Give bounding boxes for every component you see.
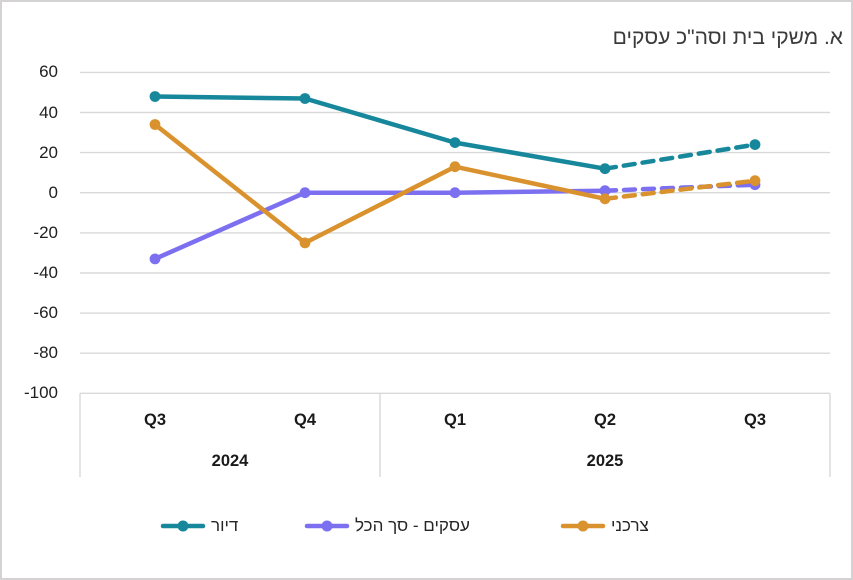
legend-marker-line-dot-icon (160, 520, 206, 532)
legend-marker-line-dot-icon (304, 520, 350, 532)
y-axis-tick-label: 0 (48, 182, 58, 202)
y-axis-tick-label: -80 (33, 343, 58, 363)
x-axis-quarter-label: Q4 (293, 411, 316, 429)
x-axis-quarter-label: Q3 (143, 411, 166, 429)
x-axis-year-label: 2025 (586, 452, 624, 470)
y-axis-tick-label: -20 (33, 222, 58, 242)
y-axis-tick-label: -60 (33, 303, 58, 323)
legend-label: דיור (211, 516, 239, 535)
legend-marker-line-dot-icon (560, 520, 606, 532)
chart-title: א. משקי בית וסה"כ עסקים (612, 26, 843, 49)
x-axis-quarter-label: Q2 (593, 411, 616, 429)
x-axis-quarter-label: Q1 (443, 411, 466, 429)
y-axis-tick-label: -40 (33, 263, 58, 282)
legend-label: עסקים - סך הכל (355, 516, 470, 535)
x-axis-quarter-label: Q3 (743, 411, 766, 429)
y-axis-tick-label: -100 (23, 383, 58, 403)
x-axis-year-label: 2024 (211, 452, 249, 470)
legend-label: צרכני (611, 516, 649, 535)
y-axis-tick-label: 60 (39, 62, 58, 82)
legend-item-diur: דיור (160, 515, 238, 537)
legend-item-tzarhani: צרכני (560, 515, 649, 537)
y-axis-tick-label: 20 (39, 142, 58, 162)
y-axis-tick-label: 40 (39, 102, 58, 122)
legend-item-asakim: עסקים - סך הכל (304, 515, 470, 537)
